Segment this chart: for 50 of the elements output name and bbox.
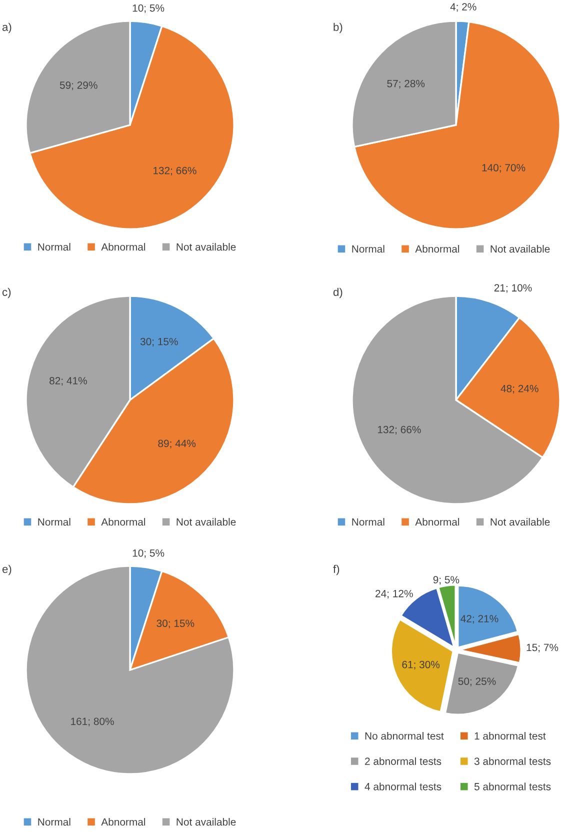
- legend-label: Abnormal: [101, 518, 146, 526]
- data-label: 132; 66%: [153, 166, 196, 176]
- data-label: 50; 25%: [458, 678, 496, 686]
- data-label: 30; 15%: [140, 338, 178, 347]
- data-label: 10; 5%: [132, 549, 164, 558]
- chart-title: c): [2, 288, 11, 298]
- data-label: 21; 10%: [494, 284, 532, 293]
- chart-title: d): [333, 288, 342, 298]
- legend-label: 4 abnormal tests: [364, 782, 442, 790]
- data-label: 15; 7%: [526, 644, 558, 652]
- data-label: 4; 2%: [450, 3, 476, 12]
- legend-label: Abnormal: [101, 243, 146, 251]
- legend-label: Not available: [490, 245, 550, 253]
- legend-label: Not available: [176, 243, 236, 251]
- legend-label: Abnormal: [101, 818, 146, 826]
- legend-label: Abnormal: [415, 245, 460, 253]
- legend-label: 5 abnormal tests: [474, 782, 551, 790]
- data-label: 24; 12%: [376, 590, 413, 599]
- data-label: 59; 29%: [60, 81, 98, 90]
- legend-label: 3 abnormal tests: [474, 757, 551, 765]
- pie-slice: [353, 20, 561, 230]
- pie-slice: [25, 565, 235, 775]
- data-label: 161; 80%: [71, 718, 114, 726]
- text: b): [334, 22, 342, 34]
- data-label: 57; 28%: [387, 80, 425, 88]
- legend-label: Normal: [38, 243, 70, 251]
- legend-label: Not available: [176, 818, 236, 826]
- text: e): [2, 564, 12, 576]
- text: a): [2, 22, 12, 34]
- data-label: 132; 66%: [378, 426, 421, 435]
- legend-label: Normal: [352, 518, 384, 526]
- legend-label: Normal: [352, 245, 384, 253]
- legend-label: No abnormal test: [365, 732, 444, 740]
- chart-title: f): [333, 564, 340, 576]
- legend-label: Normal: [38, 518, 70, 526]
- data-label: 140; 70%: [482, 164, 526, 173]
- legend-label: Not available: [490, 518, 550, 526]
- legend-label: Normal: [38, 818, 70, 826]
- data-label: 61; 30%: [402, 660, 440, 670]
- data-label: 10; 5%: [132, 4, 164, 13]
- legend-label: 1 abnormal test: [474, 732, 546, 740]
- data-label: 48; 24%: [500, 384, 538, 394]
- data-label: 30; 15%: [156, 620, 194, 628]
- data-label: 9; 5%: [433, 576, 460, 585]
- legend-label: Abnormal: [415, 518, 460, 526]
- data-label: 42; 21%: [460, 614, 498, 624]
- data-label: 82; 41%: [50, 377, 87, 386]
- legend-label: Not available: [176, 518, 236, 526]
- legend-label: 2 abnormal tests: [365, 757, 442, 765]
- data-label: 89; 44%: [158, 440, 196, 448]
